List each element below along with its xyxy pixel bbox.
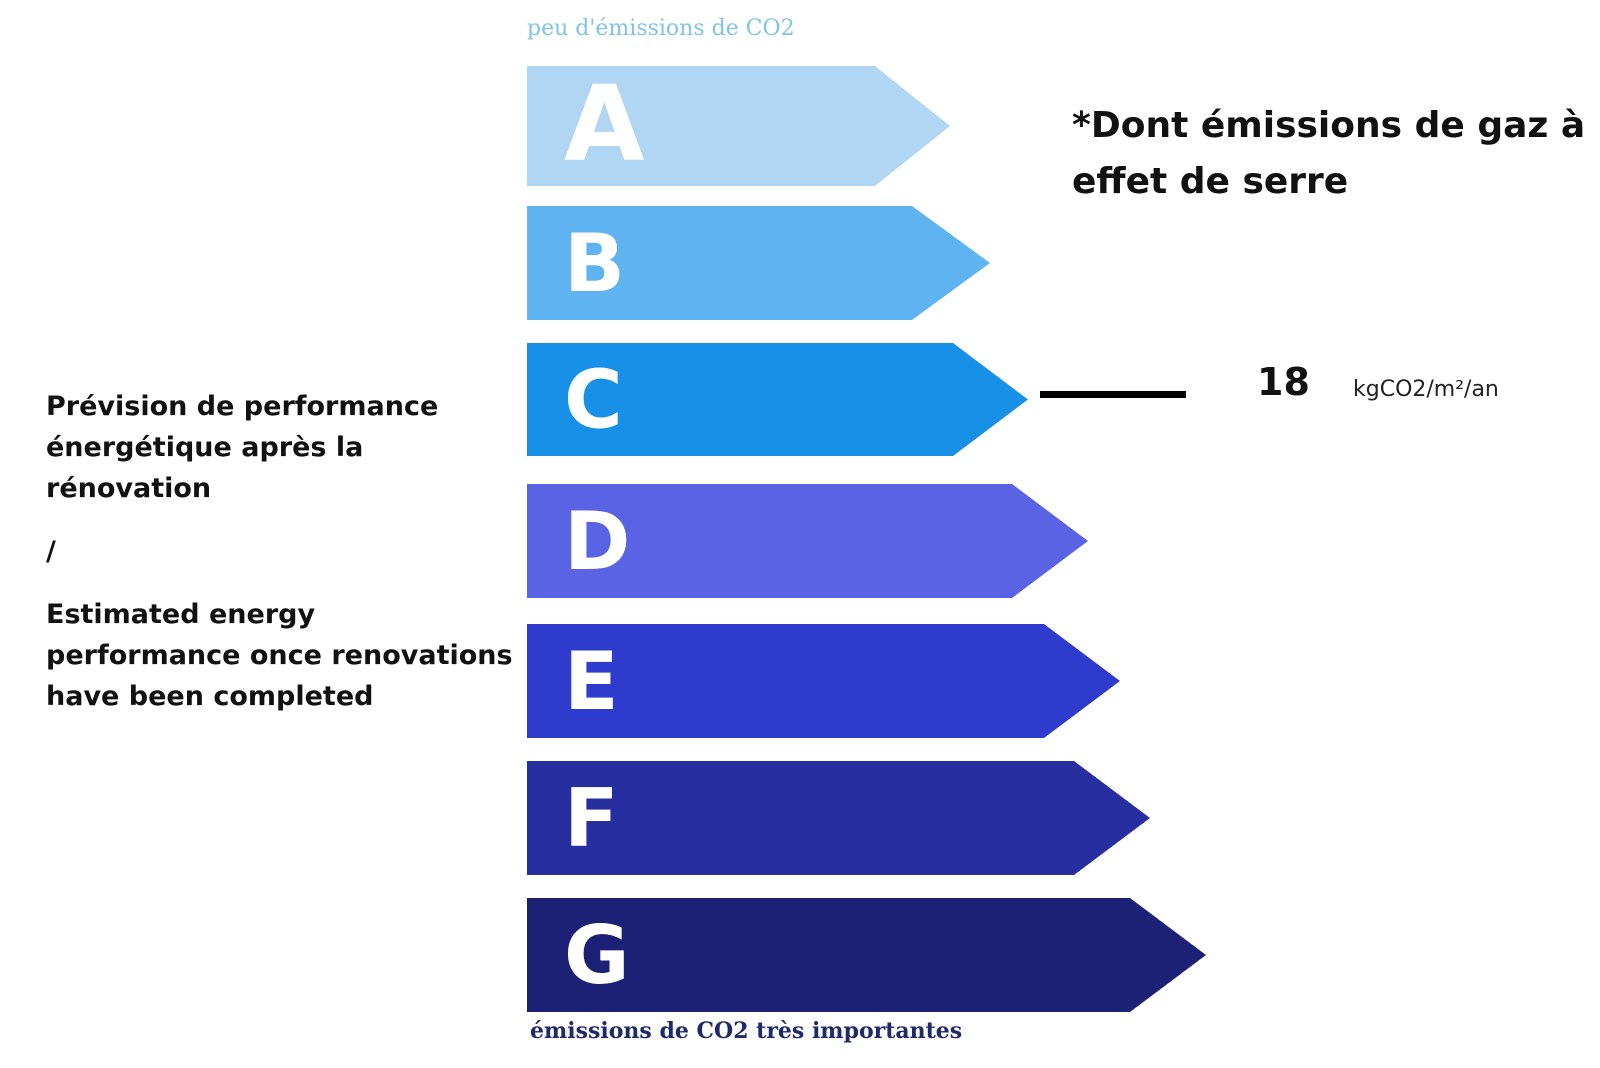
rating-letter-g: G [564,909,630,1002]
rating-arrow-a [527,66,950,186]
rating-letter-a: A [564,63,645,185]
rating-letter-e: E [564,635,619,728]
rating-letter-c: C [564,354,623,447]
rating-letter-b: B [564,217,625,310]
performance-description: Prévision de performance énergétique apr… [46,386,516,717]
top-caption: peu d'émissions de CO2 [527,16,795,41]
indicator-pointer-line [1040,391,1186,398]
description-separator: / [46,536,56,567]
rating-arrow-d [527,484,1088,598]
rating-arrow-e [527,624,1120,738]
rating-letter-d: D [564,495,630,588]
rating-arrow-c [527,343,1028,456]
rating-arrow-b [527,206,990,320]
description-fr: Prévision de performance énergétique apr… [46,391,439,504]
emission-unit: kgCO2/m²/an [1353,377,1499,402]
rating-letter-f: F [564,772,619,865]
rating-arrow-g [527,898,1206,1012]
rating-arrow-f [527,761,1150,875]
emissions-title: *Dont émissions de gaz à effet de serre [1072,105,1586,202]
emission-value: 18 [1257,360,1310,404]
description-en: Estimated energy performance once renova… [46,599,513,712]
bottom-caption: émissions de CO2 très importantes [530,1018,963,1044]
